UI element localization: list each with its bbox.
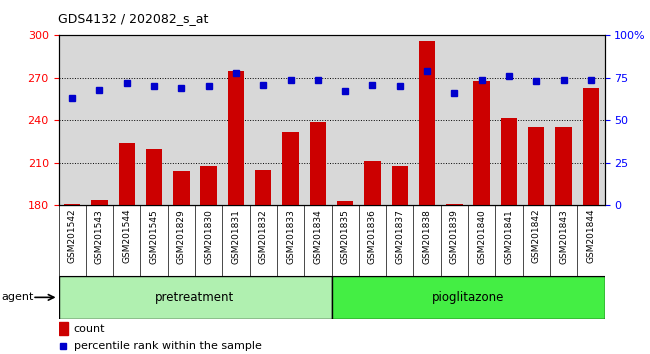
- Text: GSM201830: GSM201830: [204, 209, 213, 264]
- Bar: [582, 88, 599, 205]
- Text: GSM201543: GSM201543: [95, 209, 104, 264]
- Text: GSM201835: GSM201835: [341, 209, 350, 264]
- Bar: [200, 166, 217, 205]
- Text: GSM201843: GSM201843: [559, 209, 568, 264]
- Bar: [446, 204, 463, 205]
- Bar: [64, 204, 81, 205]
- Bar: [58, 276, 332, 319]
- Text: GSM201840: GSM201840: [477, 209, 486, 264]
- Bar: [528, 127, 545, 205]
- Text: count: count: [74, 324, 105, 333]
- Text: GSM201832: GSM201832: [259, 209, 268, 264]
- Text: GDS4132 / 202082_s_at: GDS4132 / 202082_s_at: [58, 12, 209, 25]
- Text: GSM201831: GSM201831: [231, 209, 240, 264]
- Text: GSM201544: GSM201544: [122, 209, 131, 263]
- Bar: [146, 149, 162, 205]
- Bar: [500, 118, 517, 205]
- Bar: [282, 132, 299, 205]
- Bar: [473, 81, 490, 205]
- Bar: [364, 161, 381, 205]
- Text: GSM201837: GSM201837: [395, 209, 404, 264]
- Bar: [255, 170, 272, 205]
- Text: GSM201829: GSM201829: [177, 209, 186, 264]
- Bar: [337, 201, 354, 205]
- Bar: [91, 200, 108, 205]
- Text: GSM201542: GSM201542: [68, 209, 77, 263]
- Bar: [332, 276, 604, 319]
- Text: GSM201836: GSM201836: [368, 209, 377, 264]
- Bar: [118, 143, 135, 205]
- Text: GSM201839: GSM201839: [450, 209, 459, 264]
- Text: GSM201834: GSM201834: [313, 209, 322, 264]
- Bar: [227, 71, 244, 205]
- Bar: [555, 127, 572, 205]
- Text: percentile rank within the sample: percentile rank within the sample: [74, 341, 262, 351]
- Bar: [309, 122, 326, 205]
- Text: GSM201842: GSM201842: [532, 209, 541, 263]
- Text: agent: agent: [1, 292, 34, 302]
- Text: GSM201838: GSM201838: [422, 209, 432, 264]
- Bar: [419, 41, 436, 205]
- Text: pioglitazone: pioglitazone: [432, 291, 504, 304]
- Bar: [58, 322, 68, 335]
- Bar: [173, 171, 190, 205]
- Text: GSM201833: GSM201833: [286, 209, 295, 264]
- Bar: [391, 166, 408, 205]
- Text: pretreatment: pretreatment: [155, 291, 235, 304]
- Text: GSM201841: GSM201841: [504, 209, 514, 264]
- Text: GSM201844: GSM201844: [586, 209, 595, 263]
- Text: GSM201545: GSM201545: [150, 209, 159, 264]
